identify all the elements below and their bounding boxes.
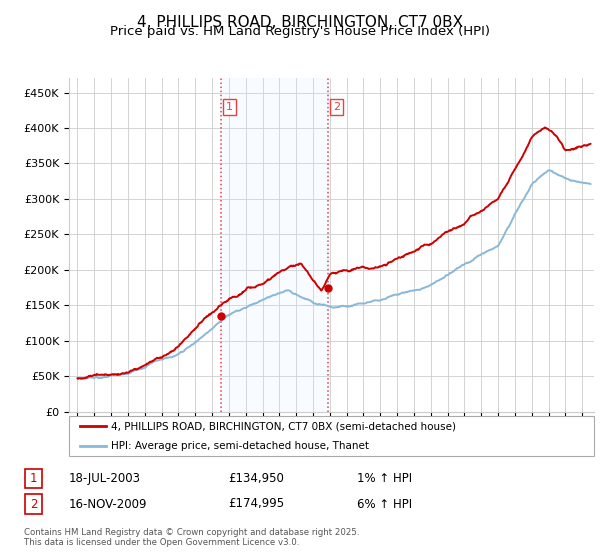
Text: 4, PHILLIPS ROAD, BIRCHINGTON, CT7 0BX: 4, PHILLIPS ROAD, BIRCHINGTON, CT7 0BX <box>137 15 463 30</box>
Text: Contains HM Land Registry data © Crown copyright and database right 2025.
This d: Contains HM Land Registry data © Crown c… <box>24 528 359 547</box>
FancyBboxPatch shape <box>25 469 42 488</box>
Text: HPI: Average price, semi-detached house, Thanet: HPI: Average price, semi-detached house,… <box>111 441 369 451</box>
Text: 2: 2 <box>30 497 37 511</box>
Text: £134,950: £134,950 <box>228 472 284 486</box>
Text: 6% ↑ HPI: 6% ↑ HPI <box>357 497 412 511</box>
Text: 1: 1 <box>226 102 233 112</box>
Text: 18-JUL-2003: 18-JUL-2003 <box>69 472 141 486</box>
Text: 1: 1 <box>30 472 37 486</box>
Text: £174,995: £174,995 <box>228 497 284 511</box>
Text: 1% ↑ HPI: 1% ↑ HPI <box>357 472 412 486</box>
Text: Price paid vs. HM Land Registry's House Price Index (HPI): Price paid vs. HM Land Registry's House … <box>110 25 490 38</box>
Text: 2: 2 <box>332 102 340 112</box>
Text: 16-NOV-2009: 16-NOV-2009 <box>69 497 148 511</box>
FancyBboxPatch shape <box>25 494 42 514</box>
Text: 4, PHILLIPS ROAD, BIRCHINGTON, CT7 0BX (semi-detached house): 4, PHILLIPS ROAD, BIRCHINGTON, CT7 0BX (… <box>111 421 456 431</box>
FancyBboxPatch shape <box>69 416 594 456</box>
Bar <box>221 78 328 412</box>
